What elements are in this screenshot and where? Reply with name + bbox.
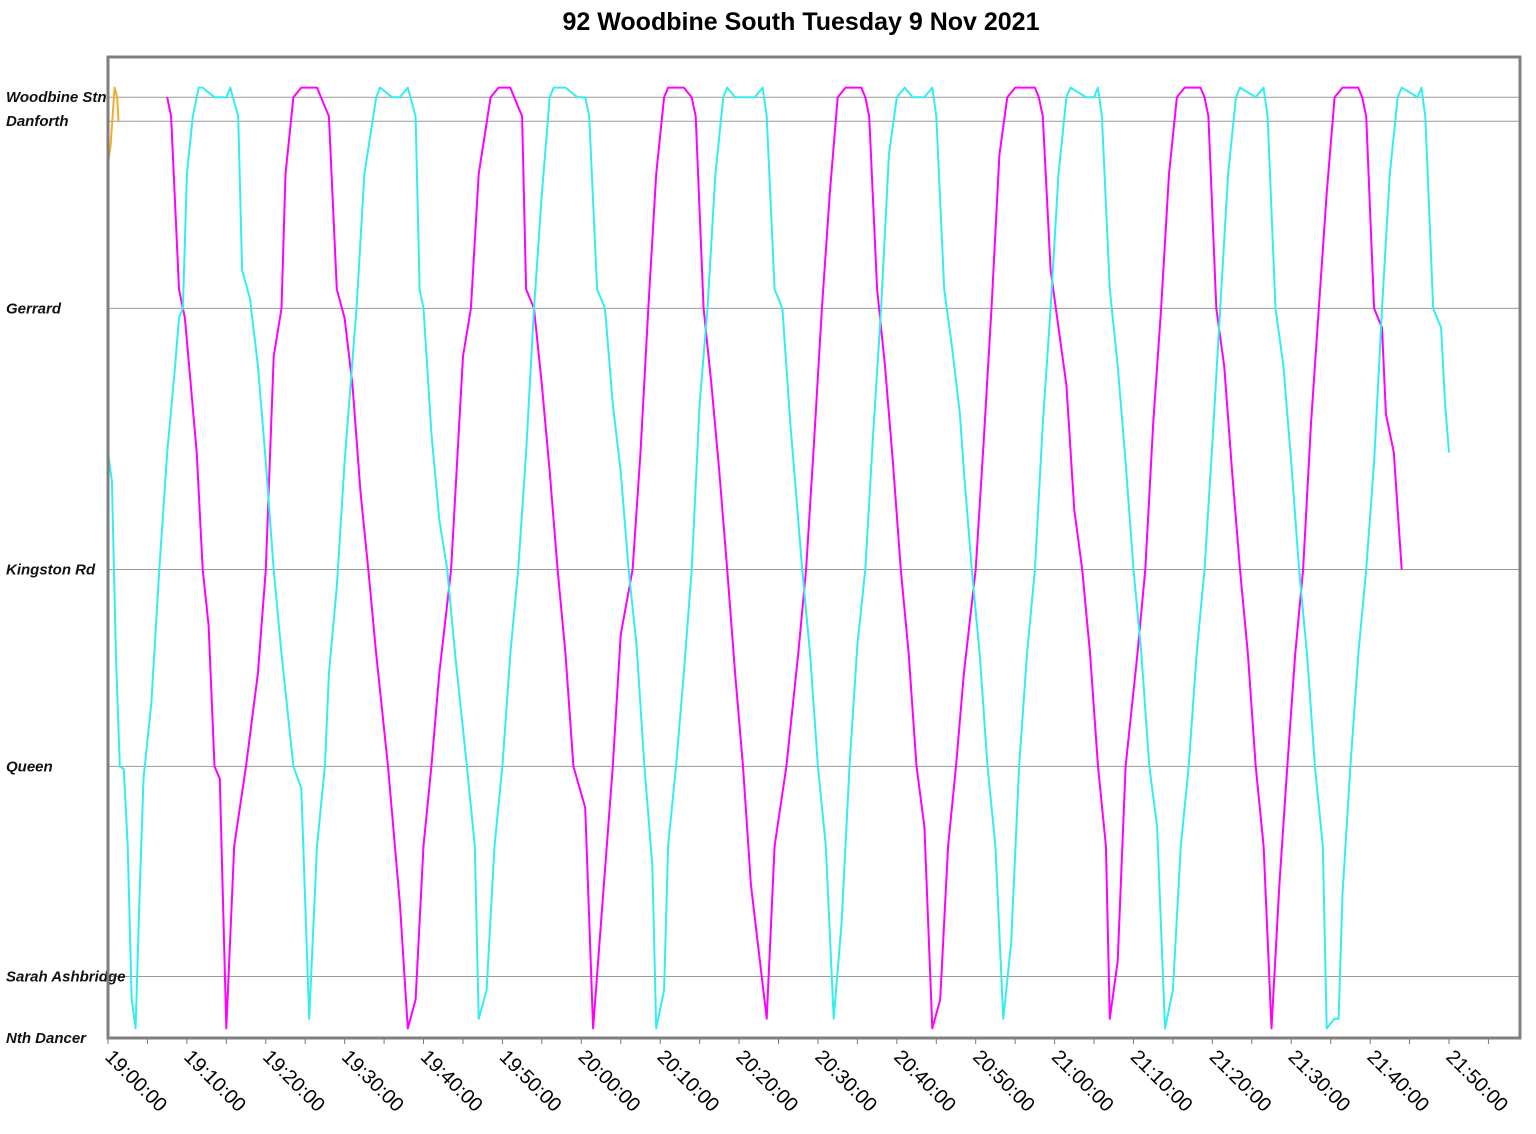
x-tick-label: 19:00:00 bbox=[100, 1046, 171, 1117]
x-tick-label: 19:10:00 bbox=[179, 1046, 250, 1117]
x-tick-label: 21:30:00 bbox=[1284, 1046, 1355, 1117]
series-line-1 bbox=[166, 86, 1403, 1030]
x-tick-label: 20:20:00 bbox=[732, 1046, 803, 1117]
stop-label: Queen bbox=[6, 758, 53, 775]
x-tick-label: 20:30:00 bbox=[810, 1046, 881, 1117]
x-tick-label: 21:50:00 bbox=[1441, 1046, 1512, 1117]
x-tick-label: 19:20:00 bbox=[258, 1046, 329, 1117]
stop-label: Sarah Ashbridge bbox=[6, 969, 125, 986]
series-line-3 bbox=[107, 86, 120, 165]
chart-title: 92 Woodbine South Tuesday 9 Nov 2021 bbox=[563, 8, 1040, 36]
x-tick-label: 20:50:00 bbox=[968, 1046, 1039, 1117]
x-tick-label: 19:50:00 bbox=[495, 1046, 566, 1117]
x-tick-label: 21:40:00 bbox=[1363, 1046, 1434, 1117]
x-tick-label: 21:00:00 bbox=[1047, 1046, 1118, 1117]
x-tick-label: 20:00:00 bbox=[574, 1046, 645, 1117]
series-line-2 bbox=[107, 86, 1450, 1030]
stop-label: Woodbine Stn bbox=[6, 89, 107, 106]
x-tick-label: 19:30:00 bbox=[337, 1046, 408, 1117]
x-tick-label: 19:40:00 bbox=[416, 1046, 487, 1117]
stop-label: Gerrard bbox=[6, 300, 62, 317]
x-tick-label: 21:20:00 bbox=[1205, 1046, 1276, 1117]
x-tick-label: 21:10:00 bbox=[1126, 1046, 1197, 1117]
stop-label: Nth Dancer bbox=[6, 1030, 87, 1047]
x-tick-label: 20:10:00 bbox=[653, 1046, 724, 1117]
stop-label: Kingston Rd bbox=[6, 562, 96, 579]
plot-frame bbox=[106, 55, 1522, 1040]
x-tick-label: 20:40:00 bbox=[889, 1046, 960, 1117]
stop-label: Danforth bbox=[6, 113, 69, 130]
